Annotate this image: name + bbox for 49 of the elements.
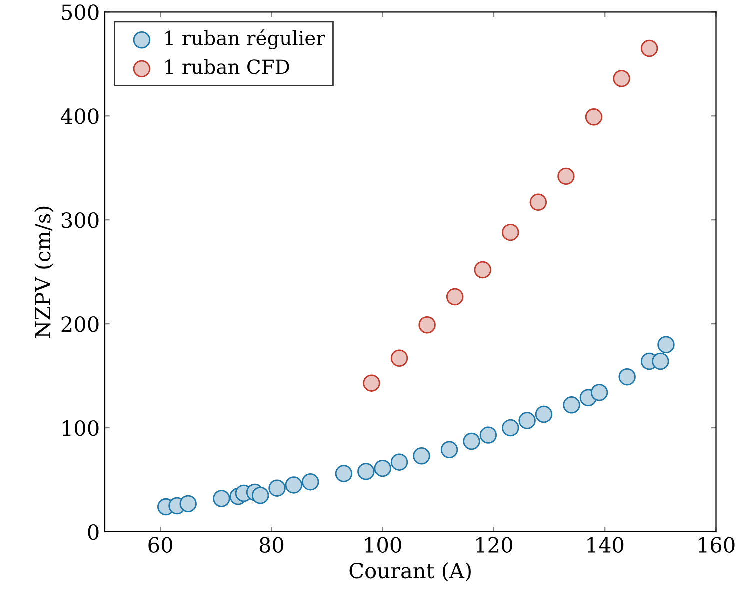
point [563,396,580,414]
point [618,368,636,386]
point [374,460,392,478]
y-tick-label: 200 [62,316,99,332]
y-tick-label: 400 [61,108,99,124]
point [213,490,230,508]
y-tick-label: 500 [62,4,99,20]
x-tick-label: 100 [366,537,402,553]
point [652,352,670,370]
y-axis-title: NZPV (cm/s) [34,206,54,338]
point [390,454,408,471]
point [180,495,197,513]
point [358,463,375,480]
x-tick-label: 120 [476,537,512,553]
point [502,419,520,437]
point [530,194,548,212]
x-tick-label: 80 [260,537,284,553]
point [474,261,492,279]
point [558,168,575,186]
y-tick-label: 100 [62,420,99,436]
point [585,108,603,126]
x-tick-label: 160 [698,537,735,553]
point [640,40,658,58]
y-tick-label: 0 [88,524,99,540]
point [268,480,286,497]
point [446,288,464,306]
point [502,224,520,242]
point [480,426,498,444]
point [535,406,553,424]
point [413,447,430,465]
x-tick-label: 140 [588,537,624,553]
y-tick-label: 300 [62,212,99,228]
point [613,70,630,88]
point [463,432,480,450]
point [335,465,353,482]
point [390,350,408,367]
point [285,476,303,494]
point [658,336,675,354]
x-axis-title: Courant (A) [350,562,471,582]
point [363,374,380,392]
point [590,384,608,402]
point [440,441,458,458]
point [418,316,436,334]
point [518,412,536,430]
legend-label: 1 ruban CFD [166,59,290,74]
x-tick-label: 60 [148,537,172,553]
legend-label: 1 ruban régulier [166,30,326,50]
point [252,487,270,504]
point [302,473,320,491]
